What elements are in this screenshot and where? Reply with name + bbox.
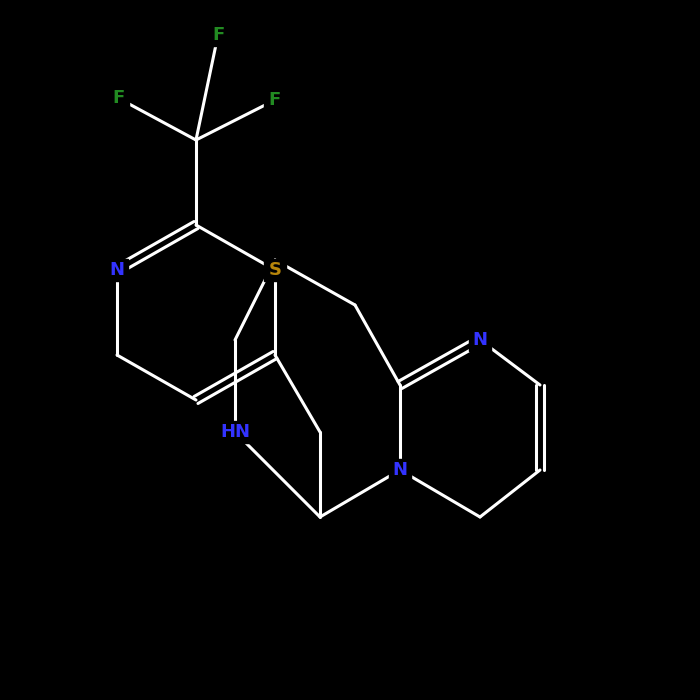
Bar: [107, 87, 129, 109]
Bar: [264, 89, 286, 111]
Text: F: F: [112, 89, 124, 107]
Text: S: S: [269, 261, 281, 279]
Bar: [264, 259, 286, 281]
Text: N: N: [109, 261, 125, 279]
Bar: [106, 259, 128, 281]
Text: N: N: [393, 461, 407, 479]
Bar: [469, 329, 491, 351]
Bar: [389, 459, 411, 481]
Text: F: F: [212, 26, 224, 44]
Text: N: N: [473, 331, 487, 349]
Text: HN: HN: [220, 423, 250, 441]
Bar: [220, 421, 250, 443]
Text: F: F: [269, 91, 281, 109]
Bar: [207, 24, 229, 46]
